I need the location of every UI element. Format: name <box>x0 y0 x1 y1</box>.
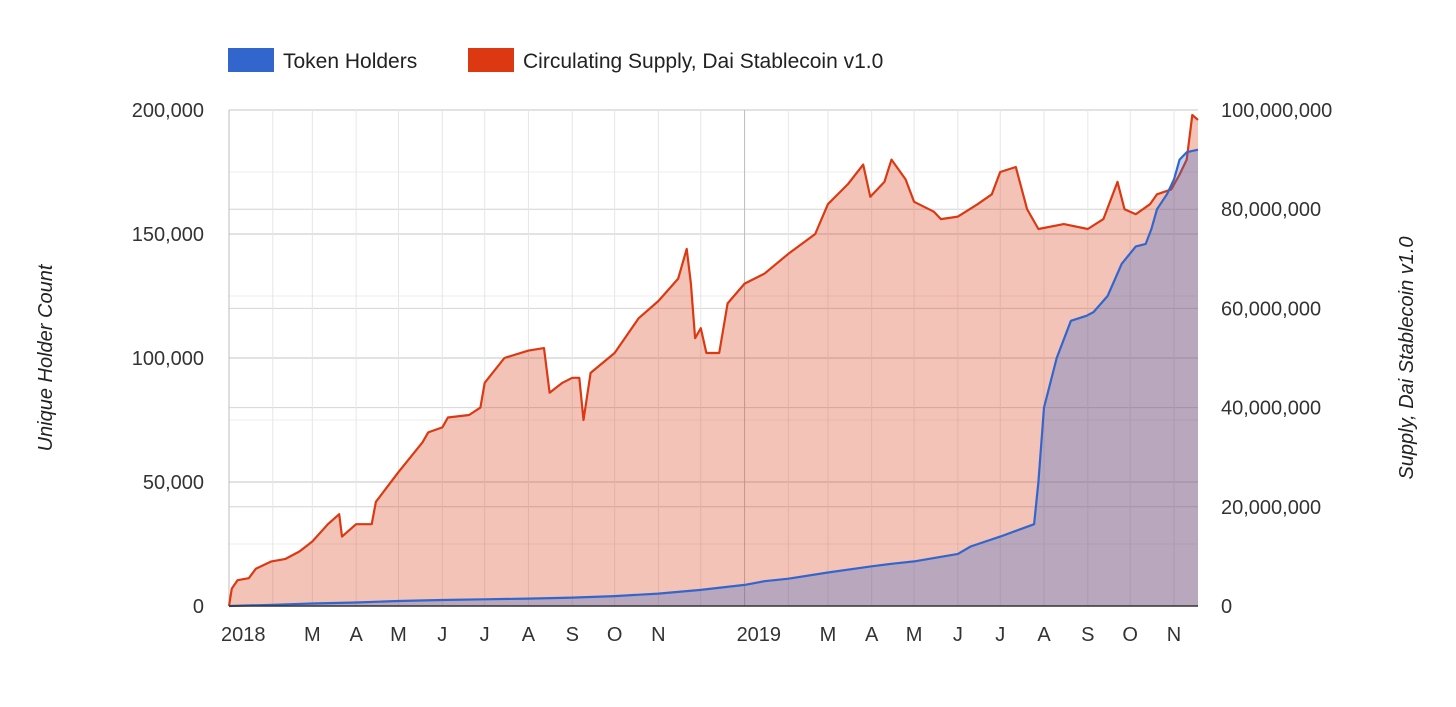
x-tick-label: J <box>953 624 963 646</box>
legend-item-token-holders[interactable]: Token Holders <box>228 48 417 73</box>
y-left-tick-label: 200,000 <box>132 100 204 122</box>
y-right-tick-label: 100,000,000 <box>1221 100 1332 122</box>
x-tick-label: O <box>607 624 623 646</box>
y-left-tick-label: 50,000 <box>143 472 204 494</box>
legend-label-circulating-supply: Circulating Supply, Dai Stablecoin v1.0 <box>523 50 883 73</box>
x-tick-label: M <box>906 624 923 646</box>
x-tick-label: M <box>390 624 407 646</box>
y-left-tick-label: 150,000 <box>132 224 204 246</box>
x-tick-label: M <box>820 624 837 646</box>
axis-labels: 0 50,000 100,000 150,000 200,000 0 20,000,000 4… <box>132 100 1333 646</box>
x-tick-label: A <box>522 624 536 646</box>
x-tick-label: J <box>480 624 490 646</box>
y-right-tick-label: 60,000,000 <box>1221 298 1321 320</box>
x-tick-label: M <box>304 624 321 646</box>
x-tick-label: N <box>651 624 665 646</box>
y-left-axis-title: Unique Holder Count <box>35 263 57 451</box>
x-tick-label: A <box>1037 624 1051 646</box>
y-right-tick-label: 0 <box>1221 596 1232 618</box>
y-left-tick-label: 100,000 <box>132 348 204 370</box>
y-right-axis-title: Supply, Dai Stablecoin v1.0 <box>1396 236 1418 479</box>
y-left-tick-label: 0 <box>193 596 204 618</box>
series-line-token-holders[interactable] <box>228 148 1199 608</box>
x-tick-label: A <box>349 624 363 646</box>
y-right-tick-label: 20,000,000 <box>1221 497 1321 519</box>
x-tick-label: J <box>437 624 447 646</box>
series-area-circulating-supply <box>229 115 1198 606</box>
series-area-token-holders <box>229 149 1198 606</box>
legend-item-circulating-supply[interactable]: Circulating Supply, Dai Stablecoin v1.0 <box>468 48 883 73</box>
x-tick-label: J <box>995 624 1005 646</box>
legend-label-token-holders: Token Holders <box>283 50 417 73</box>
legend: Token Holders Circulating Supply, Dai St… <box>228 48 883 73</box>
y-right-tick-label: 40,000,000 <box>1221 398 1321 420</box>
legend-swatch-token-holders <box>228 48 274 72</box>
series-areas <box>227 113 1199 608</box>
x-tick-label: S <box>1081 624 1094 646</box>
x-tick-label: S <box>566 624 579 646</box>
series-line-circulating-supply[interactable] <box>227 113 1199 607</box>
x-tick-label: 2019 <box>737 624 782 646</box>
x-tick-label: 2018 <box>221 624 266 646</box>
y-right-tick-label: 80,000,000 <box>1221 199 1321 221</box>
legend-swatch-circulating-supply <box>468 48 514 72</box>
x-tick-label: N <box>1167 624 1181 646</box>
x-tick-label: A <box>865 624 879 646</box>
x-tick-label: O <box>1122 624 1138 646</box>
